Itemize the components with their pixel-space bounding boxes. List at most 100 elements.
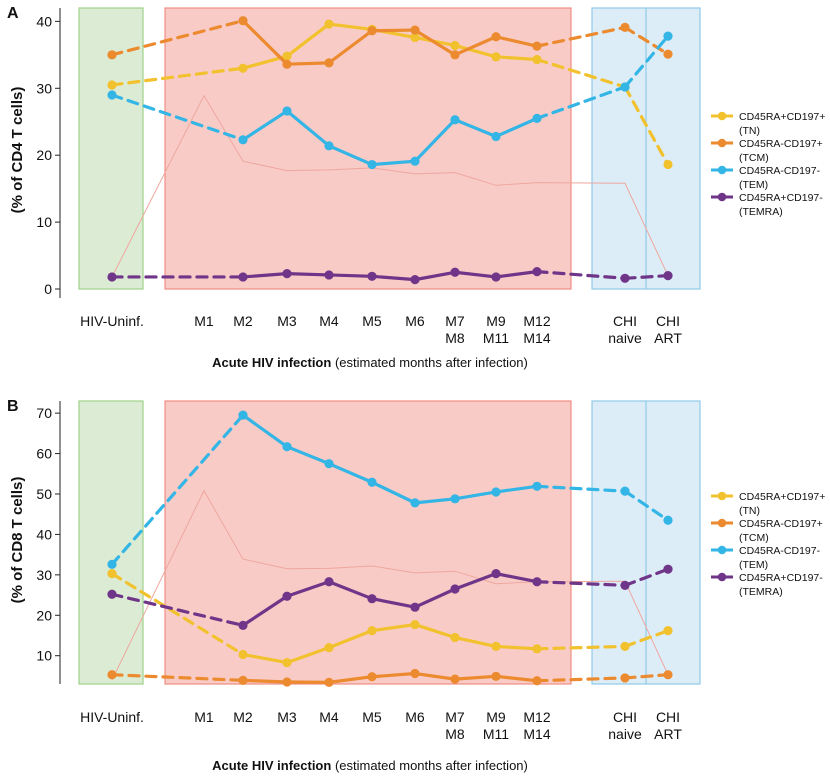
legend-label: CD45RA+CD197+ <box>739 491 825 503</box>
series-segment <box>413 497 457 505</box>
series-segment <box>327 22 374 32</box>
legend-swatch-dot <box>717 138 727 148</box>
series-segment <box>494 55 539 62</box>
data-point <box>324 270 334 280</box>
y-tick-label: 40 <box>36 13 52 29</box>
data-point <box>107 569 117 579</box>
legend-sublabel: (TEM) <box>739 559 768 571</box>
data-point <box>410 498 420 508</box>
legend-sublabel: (TEM) <box>739 179 768 191</box>
data-point <box>620 82 630 92</box>
data-point <box>324 141 334 151</box>
data-point <box>282 442 292 452</box>
panel-b: 10 20 30 40 50 60 70 (% of CD8 T cells) B HIV-Uni… <box>7 398 825 773</box>
x-tick-label: M3 <box>277 709 297 725</box>
series-dashed-segment <box>623 673 670 680</box>
y-tick-label: 60 <box>36 446 52 462</box>
data-point <box>107 80 117 90</box>
series-segment <box>494 572 539 584</box>
series-dashed-segment <box>535 57 627 89</box>
data-point <box>663 626 673 636</box>
legend-swatch-dot <box>717 545 727 555</box>
legend-label: CD45RA+CD197+ <box>739 111 825 123</box>
data-point <box>107 90 117 100</box>
series-dashed-segment <box>110 93 245 142</box>
series-cd45raposcd197pos <box>107 569 673 668</box>
series-segment <box>327 462 374 484</box>
legend-swatch-dot <box>717 518 727 528</box>
legend-label: CD45RA-CD197- <box>739 545 821 557</box>
data-point <box>324 58 334 68</box>
series-dashed-segment <box>535 484 627 493</box>
data-point <box>532 54 542 65</box>
series-dashed-segment <box>623 629 670 649</box>
data-point <box>491 32 501 42</box>
data-point <box>532 644 542 654</box>
x-tick-label: ART <box>654 726 682 742</box>
y-tick-label: 0 <box>44 281 52 297</box>
data-point <box>324 677 334 687</box>
legend-label: CD45RA+CD197- <box>739 192 823 204</box>
series-segment <box>241 272 289 279</box>
series-segment <box>285 272 331 277</box>
data-point <box>324 643 334 653</box>
x-tick-label: M8 <box>445 726 465 742</box>
data-point <box>663 515 673 525</box>
legend-swatch-dot <box>717 165 727 175</box>
data-point <box>620 273 630 283</box>
data-point <box>620 22 630 33</box>
series-segment <box>453 118 498 139</box>
data-point <box>367 271 377 281</box>
series-segment <box>413 622 457 640</box>
series-segment <box>494 35 539 48</box>
x-tick-label: M2 <box>233 313 253 329</box>
series-segment <box>370 28 417 33</box>
series-dashed-segment <box>110 592 245 627</box>
series-segment <box>494 116 539 139</box>
series-dashed-segment <box>535 644 627 651</box>
data-point <box>282 591 292 601</box>
series-dashed-segment <box>110 572 245 657</box>
x-tick-label: M5 <box>362 709 382 725</box>
series-segment <box>285 580 331 598</box>
data-point <box>410 25 420 35</box>
data-point <box>282 677 292 687</box>
y-tick-label: 30 <box>36 567 52 583</box>
data-point <box>238 63 248 73</box>
legend-swatch-dot <box>717 491 727 501</box>
series-dashed-segment <box>110 19 245 57</box>
series-segment <box>453 270 498 279</box>
x-tick-label: M1 <box>194 313 214 329</box>
data-point <box>367 672 377 682</box>
series-dashed-segment <box>535 270 627 280</box>
y-tick-label: 50 <box>36 486 52 502</box>
series-segment <box>327 273 374 278</box>
series-dashed-segment <box>110 673 245 682</box>
series-dashed-segment <box>110 413 245 566</box>
panel-letter: B <box>7 398 19 415</box>
y-tick-label: 30 <box>36 80 52 96</box>
series-segment <box>241 413 289 449</box>
x-tick-label: M6 <box>405 709 425 725</box>
x-tick-label: HIV-Uninf. <box>80 313 144 329</box>
x-tick-label: M4 <box>319 709 339 725</box>
data-point <box>282 657 292 668</box>
data-point <box>410 156 420 166</box>
data-point <box>620 641 630 652</box>
data-point <box>450 40 460 51</box>
data-point <box>324 19 334 29</box>
data-point <box>282 59 292 69</box>
data-point <box>491 131 501 142</box>
y-axis-label: (% of CD4 T cells) <box>9 87 26 214</box>
legend-label: CD45RA-CD197- <box>739 165 821 177</box>
data-point <box>107 50 117 60</box>
legend-sublabel: (TN) <box>739 505 760 517</box>
series-segment <box>327 629 374 650</box>
series-segment <box>285 109 331 148</box>
series-segment <box>453 635 498 649</box>
data-point <box>367 159 377 170</box>
data-point <box>107 589 117 599</box>
x-tick-label: M8 <box>445 330 465 346</box>
data-point <box>620 673 630 683</box>
series-segment <box>453 35 498 57</box>
